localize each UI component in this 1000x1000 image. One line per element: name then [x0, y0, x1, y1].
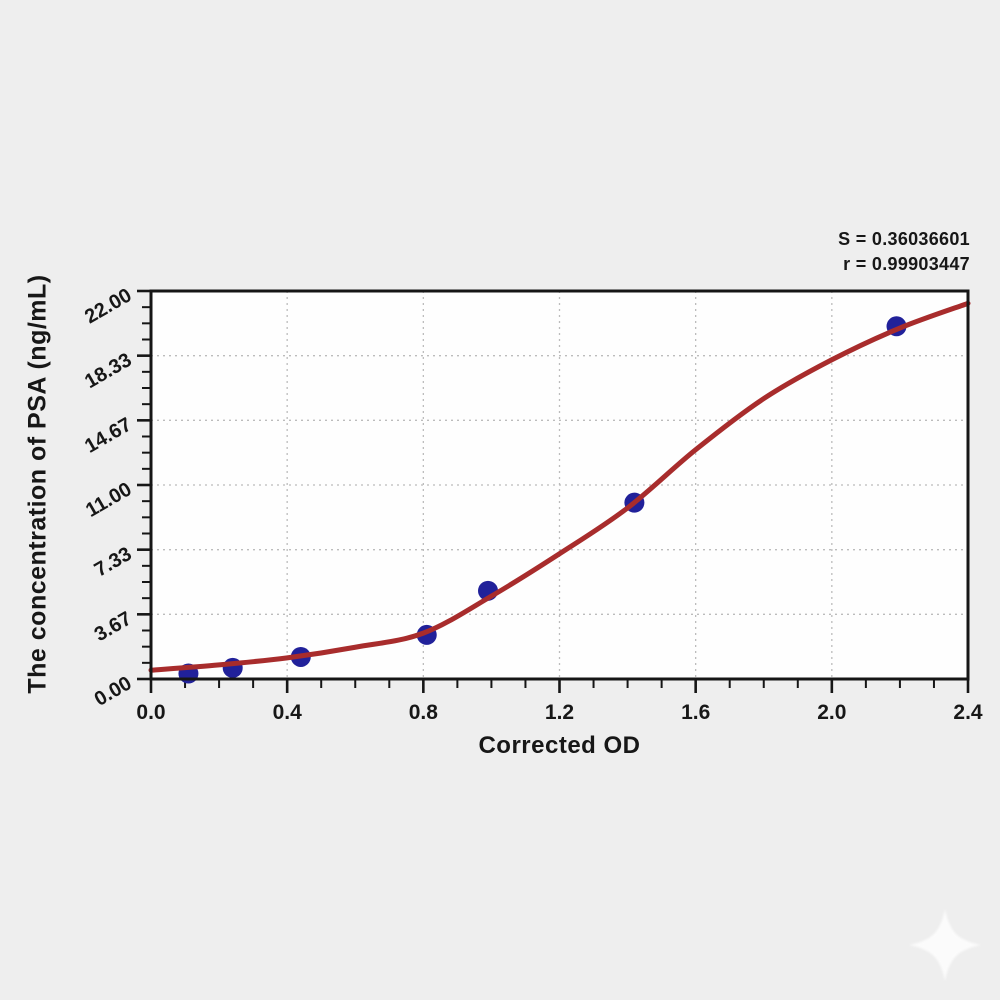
y-tick-label: 0.00 [91, 672, 136, 711]
x-axis-title: Corrected OD [478, 732, 641, 759]
y-tick-label: 3.67 [91, 608, 136, 647]
x-tick-label: 2.4 [953, 701, 983, 724]
y-tick-label: 18.33 [81, 349, 135, 393]
x-tick-label: 0.0 [136, 701, 165, 724]
y-tick-label: 11.00 [82, 478, 135, 522]
x-tick-label: 1.6 [681, 701, 710, 724]
x-tick-label: 2.0 [817, 701, 846, 724]
x-tick-label: 0.4 [273, 701, 303, 724]
y-tick-label: 22.00 [81, 284, 135, 328]
axis-frame [149, 289, 970, 681]
x-tick-label: 1.2 [545, 701, 574, 724]
fit-curve [148, 300, 971, 673]
sparkle-watermark-icon [909, 909, 981, 981]
y-tick-label: 7.33 [91, 543, 136, 582]
fit-s-value: S = 0.36036601 [838, 229, 970, 249]
x-tick-label: 0.8 [409, 701, 439, 724]
y-axis-title: The concentration of PSA (ng/mL) [23, 274, 52, 694]
fit-r-value: r = 0.99903447 [843, 254, 970, 274]
y-tick-label: 14.67 [81, 414, 135, 458]
fit-statistics: S = 0.36036601 r = 0.99903447 [838, 227, 970, 277]
